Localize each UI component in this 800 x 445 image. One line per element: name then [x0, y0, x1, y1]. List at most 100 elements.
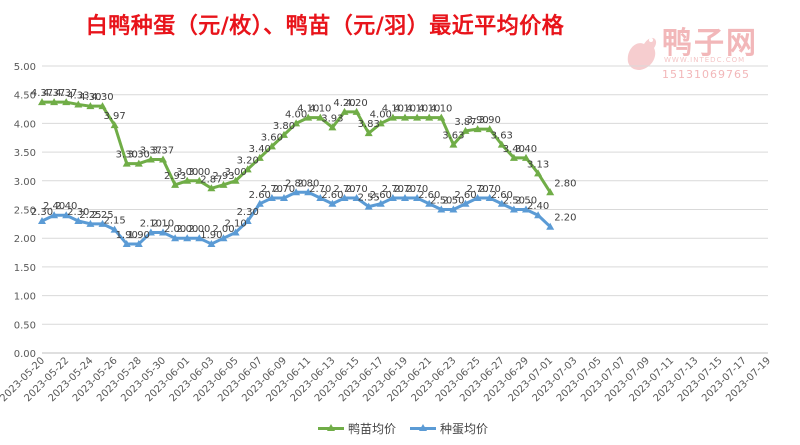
- chart-title: 白鸭种蛋（元/枚）、鸭苗（元/羽）最近平均价格: [85, 14, 565, 39]
- data-label-duckling: 3.90: [479, 115, 501, 126]
- data-label-egg: 2.50: [430, 196, 452, 207]
- data-label-duckling: 4.20: [333, 98, 355, 109]
- watermark-name: 鸭子网: [662, 26, 758, 61]
- data-point-duckling: [449, 140, 458, 148]
- data-point-egg: [316, 194, 325, 202]
- data-label-egg: 2.70: [406, 184, 428, 195]
- data-label-duckling: 3.97: [103, 111, 125, 122]
- data-label-duckling: 3.00: [176, 167, 198, 178]
- data-point-duckling: [316, 113, 325, 121]
- data-point-egg: [364, 202, 373, 210]
- data-label-egg: 2.00: [164, 224, 186, 235]
- data-point-egg: [255, 199, 264, 207]
- data-point-duckling: [534, 169, 543, 177]
- data-point-egg: [207, 239, 216, 247]
- legend-duckling-marker-icon: [318, 424, 344, 431]
- data-label-egg: 2.10: [224, 218, 246, 229]
- data-point-egg: [50, 211, 59, 219]
- data-point-duckling: [195, 176, 204, 184]
- data-label-egg: 2.60: [321, 190, 343, 201]
- data-label-egg: 2.70: [479, 184, 501, 195]
- data-label-egg: 2.40: [527, 201, 549, 212]
- y-tick-label: 5.00: [14, 62, 36, 73]
- data-point-egg: [473, 194, 482, 202]
- y-axis-ticks: 0.00 0.50 1.00 1.50 2.00 2.50 3.00 3.50 4.00 4.50…: [14, 62, 36, 360]
- data-label-egg: 2.30: [237, 207, 259, 218]
- gridlines: [42, 65, 768, 354]
- data-point-duckling: [388, 113, 397, 121]
- data-label-duckling: 2.80: [554, 178, 576, 189]
- data-label-egg: 2.60: [454, 190, 476, 201]
- data-point-egg: [243, 216, 252, 224]
- data-point-egg: [388, 194, 397, 202]
- data-point-egg: [425, 199, 434, 207]
- data-label-duckling: 4.37: [31, 88, 53, 99]
- data-label-duckling: 2.87: [200, 174, 222, 185]
- data-point-egg: [195, 234, 204, 242]
- data-point-duckling: [207, 184, 216, 192]
- data-point-duckling: [437, 113, 446, 121]
- data-point-egg: [159, 228, 167, 236]
- data-point-egg: [98, 219, 107, 227]
- data-point-duckling: [110, 121, 119, 129]
- y-tick-label: 2.00: [14, 234, 36, 245]
- data-point-duckling: [219, 180, 228, 188]
- data-point-duckling: [50, 98, 59, 106]
- data-point-duckling: [62, 98, 71, 106]
- data-point-duckling: [485, 125, 494, 133]
- data-label-duckling: 4.37: [43, 88, 65, 99]
- data-point-egg: [449, 205, 458, 213]
- data-label-egg: 1.90: [200, 230, 222, 241]
- y-tick-label: 3.00: [14, 177, 36, 188]
- data-label-egg: 2.30: [31, 207, 53, 218]
- data-label-egg: 2.50: [515, 196, 537, 207]
- data-label-duckling: 3.40: [249, 144, 271, 155]
- data-labels: 4.374.374.374.334.304.303.973.303.303.37…: [31, 88, 577, 241]
- data-label-duckling: 3.93: [321, 113, 343, 124]
- data-point-duckling: [86, 102, 95, 110]
- y-tick-label: 4.50: [14, 91, 36, 102]
- data-label-duckling: 3.63: [491, 131, 513, 142]
- y-tick-label: 2.50: [14, 206, 36, 217]
- watermark-phone: 15131069765: [662, 68, 750, 81]
- data-point-duckling: [146, 155, 155, 163]
- data-point-egg: [62, 211, 71, 219]
- data-point-egg: [292, 188, 301, 196]
- data-point-duckling: [243, 165, 252, 173]
- data-label-duckling: 4.37: [55, 88, 77, 99]
- data-point-egg: [352, 194, 361, 202]
- watermark-url: WWW.INTEDC.COM: [664, 56, 746, 64]
- data-label-duckling: 4.10: [382, 104, 404, 115]
- data-label-duckling: 3.63: [442, 131, 464, 142]
- data-point-duckling: [292, 119, 301, 127]
- data-point-egg: [509, 205, 518, 213]
- data-label-egg: 2.10: [140, 218, 162, 229]
- data-point-duckling: [546, 188, 555, 196]
- data-label-egg: 2.40: [43, 201, 65, 212]
- data-label-duckling: 4.20: [345, 98, 367, 109]
- data-point-duckling: [461, 126, 470, 134]
- data-point-egg: [219, 234, 228, 242]
- data-point-duckling: [376, 119, 385, 127]
- data-label-duckling: 3.83: [358, 119, 380, 130]
- data-label-duckling: 4.10: [297, 104, 319, 115]
- y-tick-label: 0.00: [14, 349, 36, 360]
- data-label-egg: 2.70: [309, 184, 331, 195]
- data-label-duckling: 4.00: [370, 109, 392, 120]
- data-label-duckling: 3.00: [224, 167, 246, 178]
- legend-egg-marker-icon: [410, 424, 436, 431]
- data-label-duckling: 3.90: [466, 115, 488, 126]
- y-tick-label: 1.00: [14, 292, 36, 303]
- data-point-duckling: [340, 107, 349, 115]
- data-point-duckling: [134, 159, 143, 167]
- data-label-egg: 2.70: [261, 184, 283, 195]
- x-axis-ticks: 2023-05-202023-05-222023-05-242023-05-26…: [0, 355, 773, 404]
- data-label-duckling: 3.60: [261, 132, 283, 143]
- data-point-duckling: [38, 98, 46, 106]
- data-label-egg: 2.55: [358, 193, 380, 204]
- watermark-logo: 鸭子网 WWW.INTEDC.COM 15131069765: [622, 18, 792, 88]
- data-label-duckling: 4.00: [285, 109, 307, 120]
- data-point-egg: [280, 194, 288, 202]
- data-point-duckling: [425, 113, 434, 121]
- legend-item-egg: 种蛋均价: [410, 420, 488, 437]
